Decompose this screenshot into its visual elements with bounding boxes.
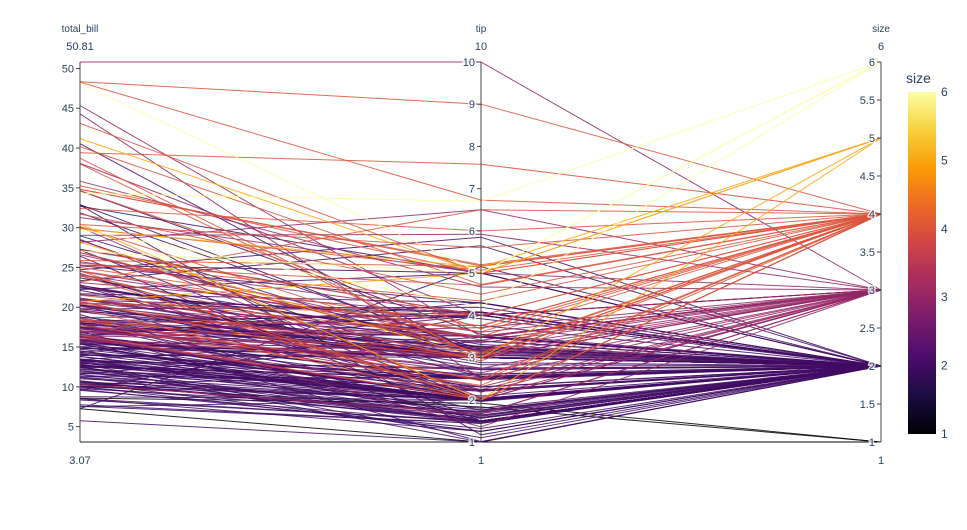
tick-label: 10 (463, 57, 475, 69)
colorbar-tick-label: 4 (941, 222, 948, 236)
tick-label: 10 (62, 382, 74, 394)
tick-label: 40 (62, 143, 74, 155)
tick-label: 4 (469, 310, 475, 322)
axis-tip[interactable]: 1 2 3 4 5 6 7 8 9 10 tip 10 1 (461, 24, 487, 467)
tick-label: 5.5 (860, 95, 875, 107)
colorbar-tick-label: 2 (941, 359, 948, 373)
colorbar-tick-label: 5 (941, 153, 948, 167)
axis-min-label: 1 (478, 455, 484, 467)
axis-size[interactable]: 1 1.5 2 2.5 3 3.5 4 4.5 5 5.5 6 size 6 1 (858, 24, 891, 467)
axis-min-label: 1 (878, 455, 884, 467)
axis-max-label: 50.81 (66, 41, 94, 53)
tick-label: 50 (62, 63, 74, 75)
colorbar-title: size (906, 70, 931, 86)
tick-label: 25 (62, 262, 74, 274)
tick-label: 6 (469, 226, 475, 238)
tick-label: 1 (869, 437, 875, 449)
axis-title: total_bill (62, 24, 99, 35)
colorbar-tick-label: 1 (941, 427, 948, 441)
colorbar: size 1 2 3 4 5 6 (906, 70, 948, 441)
tick-label: 6 (869, 57, 875, 69)
axis-min-label: 3.07 (69, 455, 90, 467)
tick-label: 3 (469, 353, 475, 365)
axis-max-label: 6 (878, 41, 884, 53)
tick-label: 5 (68, 422, 74, 434)
tick-label: 4.5 (860, 171, 875, 183)
axis-title: tip (476, 24, 487, 35)
axis-title: size (872, 24, 890, 35)
tick-label: 8 (469, 141, 475, 153)
colorbar-tick-label: 3 (941, 290, 948, 304)
tick-label: 5 (469, 268, 475, 280)
tick-label: 45 (62, 103, 74, 115)
tick-label: 30 (62, 223, 74, 235)
tick-label: 3 (869, 285, 875, 297)
axes: 5101520253035404550total_bill50.813.0712… (60, 24, 891, 467)
colorbar-tick-label: 6 (941, 85, 948, 99)
tick-label: 2 (469, 395, 475, 407)
axis-total_bill[interactable]: 5 10 15 20 25 30 35 40 45 50 total_bill 50.81 3.07 (60, 24, 99, 467)
tick-label: 9 (469, 99, 475, 111)
tick-label: 3.5 (860, 247, 875, 259)
colorbar-gradient (908, 92, 936, 434)
tick-label: 1 (469, 437, 475, 449)
tick-label: 4 (869, 209, 875, 221)
tick-label: 15 (62, 342, 74, 354)
tick-label: 20 (62, 302, 74, 314)
tick-label: 1.5 (860, 399, 875, 411)
tick-label: 2 (869, 361, 875, 373)
tick-label: 5 (869, 133, 875, 145)
axis-max-label: 10 (475, 41, 487, 53)
tick-label: 7 (469, 184, 475, 196)
tick-label: 2.5 (860, 323, 875, 335)
tick-label: 35 (62, 183, 74, 195)
